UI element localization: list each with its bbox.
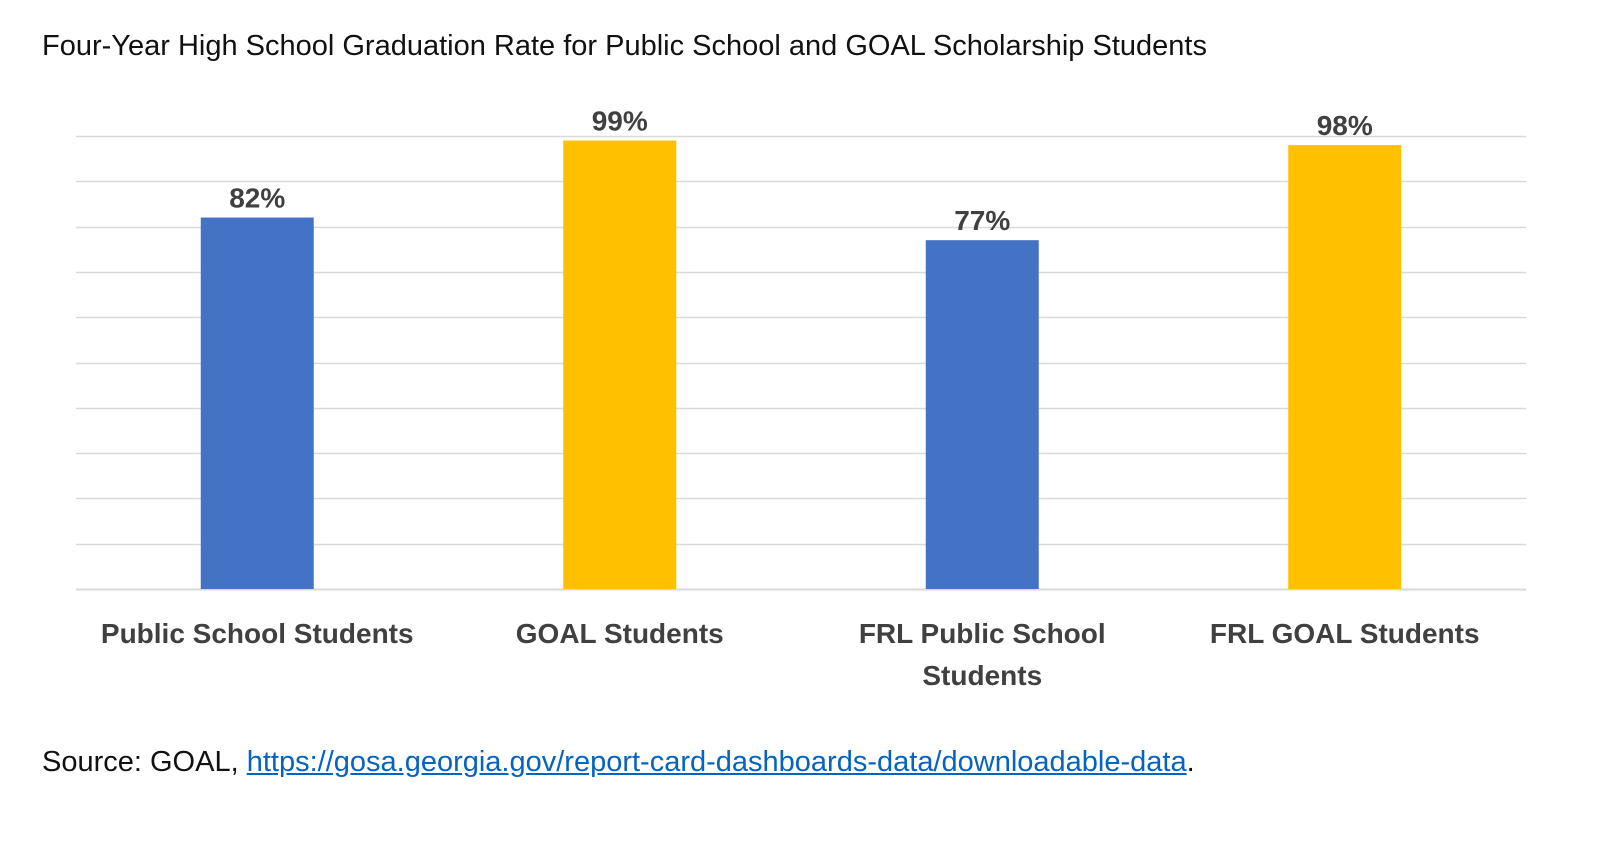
- bars: [200, 140, 1402, 590]
- source-note: Source: GOAL, https://gosa.georgia.gov/r…: [42, 746, 1195, 779]
- data-label: 98%: [1317, 110, 1373, 141]
- category-label: FRL Public School: [859, 618, 1106, 649]
- gridlines: [76, 135, 1526, 591]
- category-label: GOAL Students: [516, 618, 724, 649]
- category-label: Public School Students: [101, 618, 414, 649]
- category-label: FRL GOAL Students: [1210, 618, 1480, 649]
- bar: [563, 140, 677, 589]
- bar: [1288, 145, 1402, 589]
- source-prefix: Source: GOAL,: [42, 746, 247, 778]
- source-link[interactable]: https://gosa.georgia.gov/report-card-das…: [246, 746, 1187, 778]
- category-label: Students: [922, 660, 1042, 691]
- data-label: 99%: [592, 106, 648, 137]
- value-labels: 82% 99% 77% 98%: [229, 106, 1373, 237]
- bar: [200, 217, 314, 590]
- data-label: 77%: [954, 205, 1010, 236]
- source-suffix: .: [1186, 746, 1195, 778]
- category-labels: Public School Students GOAL Students FRL P…: [101, 618, 1480, 691]
- chart-title: Four-Year High School Graduation Rate fo…: [42, 30, 1207, 62]
- bar: [925, 240, 1039, 589]
- data-label: 82%: [229, 183, 285, 214]
